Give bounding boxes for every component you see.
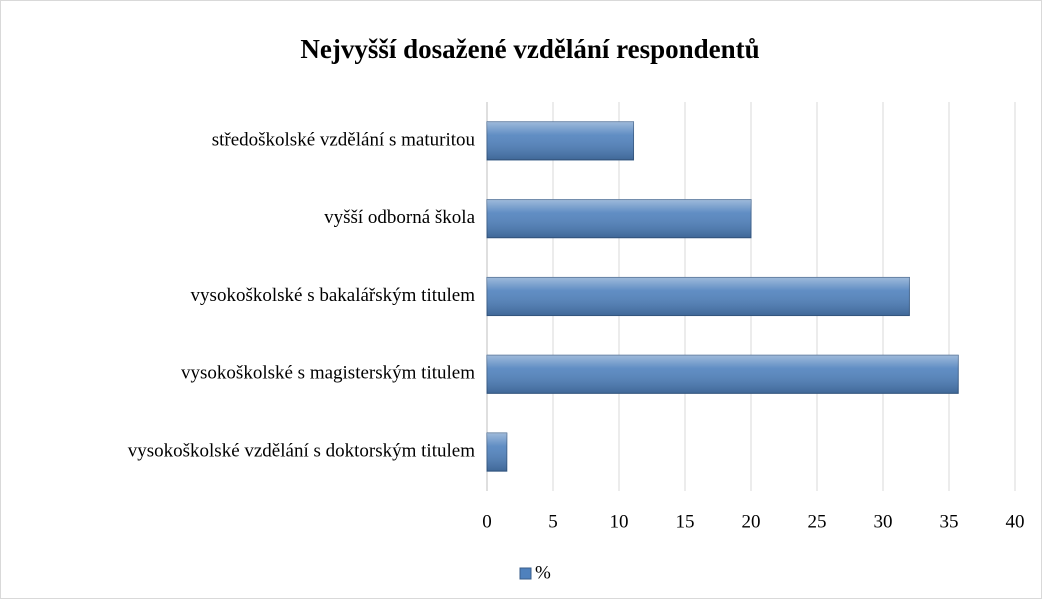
bar [486, 354, 959, 394]
bar [486, 199, 752, 239]
y-tick-label: vysokoškolské s magisterským titulem [181, 363, 475, 384]
x-tick-label: 40 [1006, 511, 1025, 532]
legend-swatch [519, 567, 532, 580]
x-tick-label: 0 [482, 511, 492, 532]
y-tick-label: vyšší odborná škola [324, 207, 476, 228]
x-tick-label: 5 [548, 511, 558, 532]
chart-title: Nejvyšší dosažené vzdělání respondentů [300, 34, 759, 64]
bar [486, 432, 508, 472]
bar [486, 276, 910, 317]
y-tick-label: vysokoškolské vzdělání s doktorským titu… [128, 440, 475, 461]
y-tick-label: středoškolské vzdělání s maturitou [212, 129, 476, 150]
x-tick-label: 30 [874, 511, 893, 532]
x-tick-label: 35 [940, 511, 959, 532]
y-tick-label: vysokoškolské s bakalářským titulem [191, 285, 476, 306]
x-tick-label: 25 [808, 511, 827, 532]
x-tick-label: 10 [610, 511, 629, 532]
legend-label: % [535, 562, 551, 583]
x-tick-label: 15 [676, 511, 695, 532]
x-tick-label: 20 [742, 511, 761, 532]
bar [486, 121, 635, 161]
